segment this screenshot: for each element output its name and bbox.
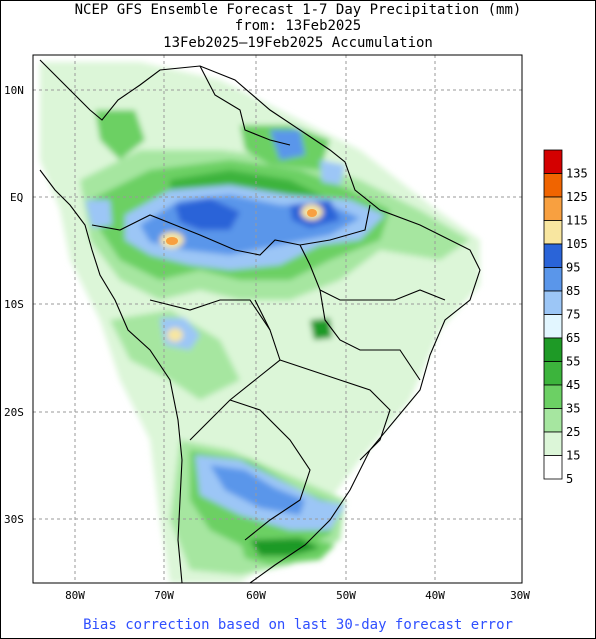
lon-label: 30W (510, 589, 530, 602)
legend-label: 15 (566, 449, 580, 463)
legend-label: 5 (566, 472, 573, 486)
legend-swatch (543, 361, 563, 386)
legend-label: 45 (566, 378, 580, 392)
legend-label: 135 (566, 167, 588, 181)
legend-swatch (543, 149, 563, 174)
legend-swatch (543, 290, 563, 315)
bias-correction-note: Bias correction based on last 30-day for… (83, 617, 513, 633)
legend-label: 85 (566, 284, 580, 298)
graticule (33, 55, 522, 583)
legend-label: 75 (566, 308, 580, 322)
lat-label: 30S (4, 513, 24, 526)
legend-swatch (543, 408, 563, 433)
legend-label: 25 (566, 425, 580, 439)
legend-swatch (543, 220, 563, 245)
legend-label: 95 (566, 261, 580, 275)
legend-swatch (543, 337, 563, 362)
legend-swatch (543, 243, 563, 268)
legend-label: 35 (566, 402, 580, 416)
lat-label: 20S (4, 406, 24, 419)
lon-labels: 80W 70W 60W 50W 40W 30W (65, 589, 530, 602)
color-legend: 135 125 115 105 95 85 75 65 55 45 35 25 15 5 (543, 149, 588, 486)
legend-swatch (543, 267, 563, 292)
legend-swatch (543, 455, 563, 480)
from-date: from: 13Feb2025 (234, 18, 362, 34)
lat-label: 10S (4, 298, 24, 311)
lon-label: 60W (246, 589, 266, 602)
lat-label: EQ (10, 191, 23, 204)
country-borders (39, 59, 481, 583)
accumulation-period: 13Feb2025–19Feb2025 Accumulation (163, 35, 433, 51)
legend-label: 55 (566, 355, 580, 369)
legend-label: 65 (566, 331, 580, 345)
chart-title: NCEP GFS Ensemble Forecast 1-7 Day Preci… (74, 2, 522, 18)
lon-label: 50W (336, 589, 356, 602)
legend-swatch (543, 314, 563, 339)
lat-label: 10N (4, 84, 24, 97)
legend-swatch (543, 196, 563, 221)
legend-swatch (543, 384, 563, 409)
legend-label: 115 (566, 214, 588, 228)
legend-label: 105 (566, 237, 588, 251)
lon-label: 40W (425, 589, 445, 602)
lat-labels: 10N EQ 10S 20S 30S (4, 84, 24, 526)
lon-label: 70W (154, 589, 174, 602)
legend-swatch (543, 431, 563, 456)
legend-label: 125 (566, 190, 588, 204)
lon-label: 80W (65, 589, 85, 602)
legend-swatch (543, 173, 563, 198)
precip-field (40, 62, 480, 583)
